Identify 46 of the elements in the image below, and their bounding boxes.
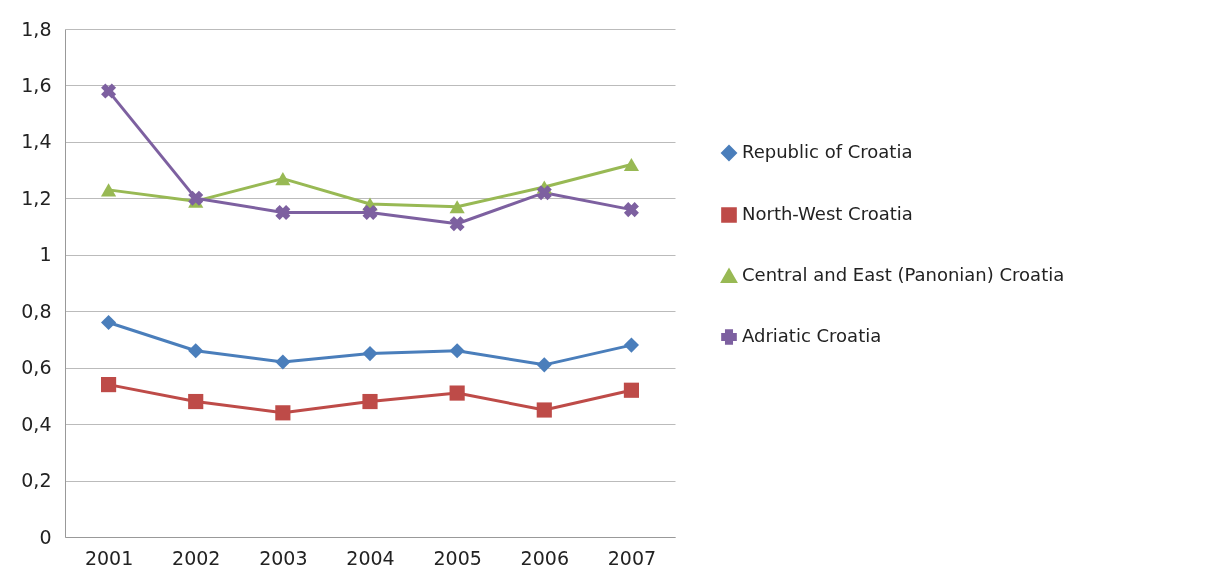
point [100, 183, 117, 197]
y-tick-label: 0,8 [21, 299, 52, 322]
point [623, 157, 640, 172]
point [623, 202, 639, 218]
point [536, 185, 552, 201]
legend-label: Republic of Croatia [742, 141, 913, 162]
point [449, 216, 465, 232]
point [536, 402, 552, 418]
point [100, 377, 117, 393]
point [188, 190, 204, 206]
y-tick-label: 1,4 [21, 130, 52, 153]
x-tick-label: 2005 [433, 546, 482, 569]
x-tick-label: 2002 [172, 546, 221, 569]
point [536, 357, 552, 373]
y-tick-label: 0,4 [21, 412, 52, 435]
x-tick-label: 2001 [84, 546, 134, 569]
y-tick-label: 0 [39, 525, 52, 548]
point [362, 204, 378, 220]
point [100, 314, 117, 331]
legend-label: North-West Croatia [742, 203, 913, 224]
point [188, 393, 204, 410]
y-tick-label: 1,6 [21, 73, 52, 96]
point [362, 345, 378, 362]
point [275, 405, 291, 421]
y-tick-label: 1,8 [21, 17, 52, 40]
y-tick-label: 0,2 [21, 469, 52, 492]
point [101, 83, 117, 99]
point [275, 172, 291, 186]
point [449, 385, 465, 401]
x-tick-label: 2004 [346, 546, 395, 569]
point [449, 200, 465, 214]
legend-label: Central and East (Panonian) Croatia [742, 264, 1065, 285]
point [623, 337, 640, 353]
point [449, 343, 465, 359]
legend-label: Adriatic Croatia [742, 325, 882, 346]
y-tick-label: 1,2 [21, 186, 52, 209]
y-tick-label: 1 [39, 243, 52, 266]
point [275, 354, 291, 370]
y-tick-label: 0,6 [21, 356, 52, 379]
x-tick-label: 2003 [259, 546, 308, 569]
point [275, 204, 291, 220]
point [188, 343, 204, 359]
point [623, 382, 640, 398]
x-tick-label: 2006 [520, 546, 569, 569]
point [362, 393, 378, 410]
x-tick-label: 2007 [607, 546, 657, 569]
